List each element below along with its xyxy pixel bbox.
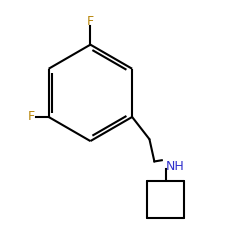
Text: F: F: [28, 110, 35, 124]
Text: F: F: [87, 15, 94, 28]
Text: NH: NH: [166, 160, 184, 173]
